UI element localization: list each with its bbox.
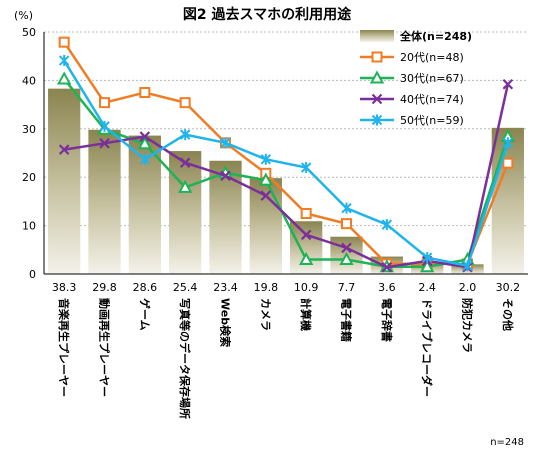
series-point <box>341 242 352 254</box>
series-point <box>139 153 151 165</box>
series-point <box>258 172 274 186</box>
bar <box>491 127 524 274</box>
bar <box>249 178 282 274</box>
category-label: 電子辞書 <box>380 298 394 342</box>
bar <box>290 221 323 274</box>
series-point <box>179 97 191 109</box>
y-tick-label: 30 <box>22 123 36 136</box>
series-point <box>502 157 514 169</box>
bar <box>169 151 202 274</box>
series-point <box>220 170 231 182</box>
bar-value-label: 23.4 <box>213 281 238 294</box>
series-point <box>139 87 151 98</box>
bar <box>48 88 81 275</box>
legend-marker <box>371 93 383 105</box>
series-point <box>220 137 231 149</box>
series-point <box>462 260 473 272</box>
y-tick-label: 40 <box>22 74 36 87</box>
bar-value-label: 10.9 <box>294 281 319 294</box>
series-point <box>381 261 393 273</box>
y-axis-label: (%) <box>14 9 33 22</box>
legend-swatch <box>360 30 394 42</box>
sample-size-note: n=248 <box>490 437 524 448</box>
category-label: Web検索 <box>219 298 233 347</box>
category-label: カメラ <box>259 298 272 331</box>
series-point <box>58 55 70 67</box>
series-line <box>63 59 510 268</box>
series-point <box>298 251 314 265</box>
series-point <box>58 144 70 155</box>
series-point <box>179 157 191 168</box>
y-tick-label: 10 <box>22 220 36 233</box>
series-line <box>63 78 510 268</box>
bar-value-label: 38.3 <box>52 281 77 294</box>
category-label: その他 <box>501 298 515 331</box>
series-point <box>260 153 272 165</box>
series-point <box>300 208 312 219</box>
series-line <box>63 84 510 269</box>
category-label: ゲーム <box>138 298 152 331</box>
series-point <box>502 78 514 90</box>
legend-marker <box>369 70 385 84</box>
series-point <box>99 97 110 109</box>
bar-value-label: 28.6 <box>133 281 158 294</box>
bar-value-label: 3.6 <box>378 281 396 294</box>
series-point <box>179 129 191 141</box>
series-point <box>339 251 354 265</box>
series-point <box>300 162 312 174</box>
legend-label: 30代(n=67) <box>400 72 464 85</box>
series-point <box>56 71 72 85</box>
y-tick-label: 0 <box>29 268 36 281</box>
bar-value-label: 2.0 <box>459 281 477 294</box>
series-point <box>99 138 110 149</box>
legend-label: 全体(n=248) <box>399 29 472 43</box>
bar-value-label: 7.7 <box>338 281 356 294</box>
y-tick-label: 20 <box>22 171 36 184</box>
series-point <box>177 179 193 193</box>
series-point <box>381 219 393 231</box>
bar <box>88 129 121 274</box>
series-line <box>63 41 509 266</box>
series-point <box>99 120 110 132</box>
bar <box>209 160 242 274</box>
series-point <box>502 137 514 149</box>
category-label: 動画再生プレーヤー <box>98 298 112 397</box>
bar-value-label: 29.8 <box>92 281 117 294</box>
series-point <box>421 252 433 264</box>
legend-marker <box>371 114 383 126</box>
bar-value-label: 19.8 <box>254 281 279 294</box>
series-point <box>341 218 352 230</box>
legend-label: 50代(n=59) <box>400 114 464 127</box>
category-label: 音楽再生プレーヤー <box>57 298 71 397</box>
series-point <box>419 259 435 273</box>
category-label: 電子書籍 <box>340 298 354 342</box>
category-label: ドライブレコーダー <box>420 298 434 397</box>
series-point <box>137 136 153 150</box>
bar-value-label: 2.4 <box>418 281 436 294</box>
bar-value-label: 25.4 <box>173 281 198 294</box>
category-label: 計算機 <box>299 298 313 331</box>
chart-title: 図2 過去スマホの利用用途 <box>183 6 352 23</box>
series-point <box>139 131 151 142</box>
series-point <box>260 190 272 201</box>
legend-label: 20代(n=48) <box>400 51 464 64</box>
legend: 全体(n=248) 20代(n=48) 30代(n=67) 40代(n=74) 50代(… <box>360 29 472 127</box>
y-tick-label: 50 <box>22 26 36 39</box>
series-point <box>58 36 70 48</box>
bar-value-label: 30.2 <box>496 281 521 294</box>
series-point <box>300 229 312 241</box>
series-point <box>341 202 352 214</box>
legend-marker <box>371 51 383 63</box>
plot-area: 0 10 20 30 40 50 38.3 29.8 28.6 25.4 23.4 19.8 10.9 7… <box>22 26 528 419</box>
legend-label: 40代(n=74) <box>400 93 464 106</box>
category-label: 防犯カメラ <box>461 298 475 353</box>
category-label: 写真等のデータ保存場所 <box>178 298 192 419</box>
